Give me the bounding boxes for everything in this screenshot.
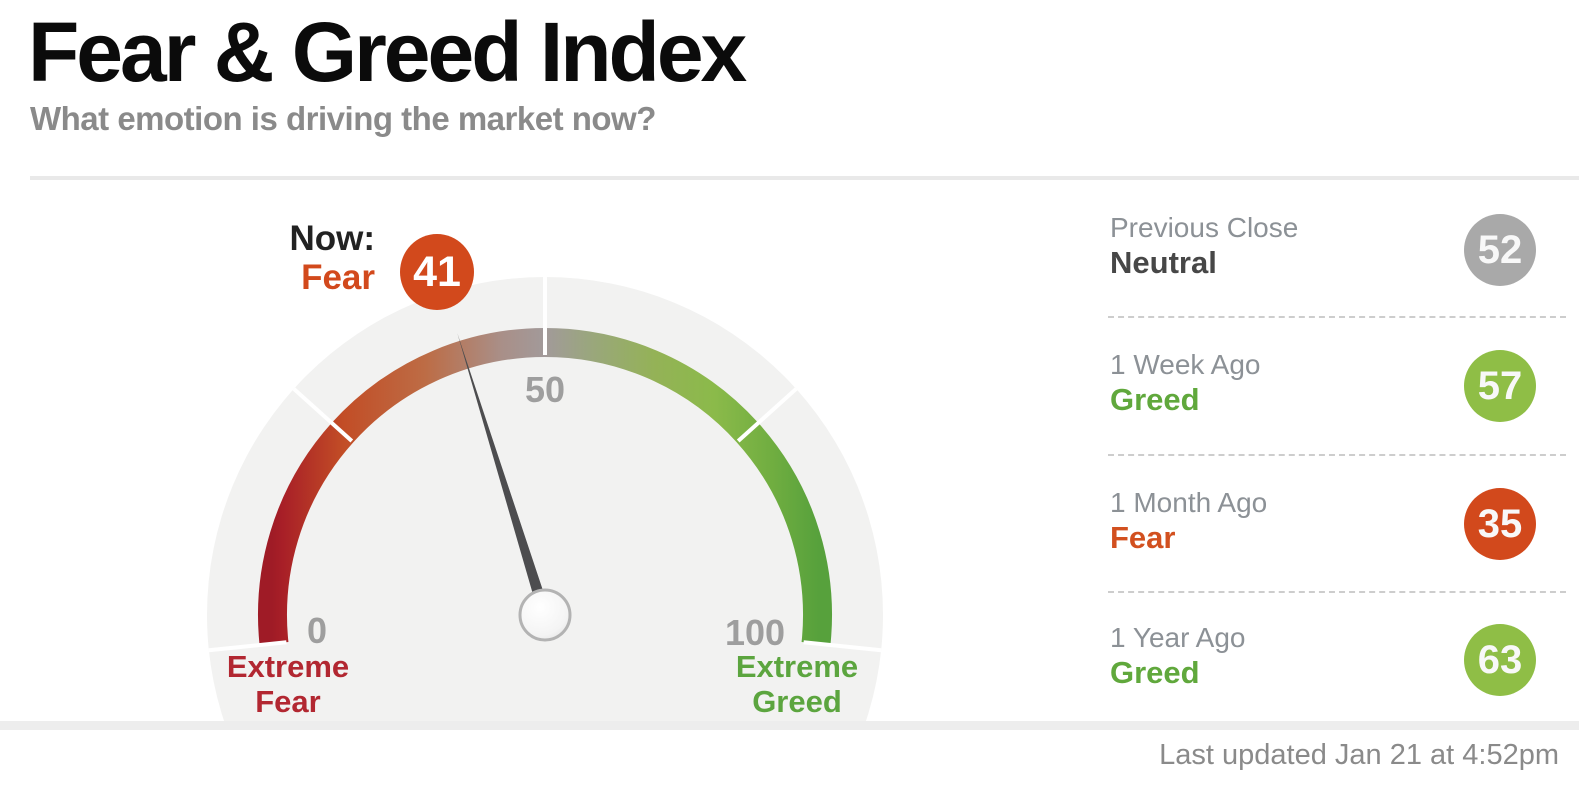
now-label: Now: bbox=[289, 219, 375, 258]
history-period: 1 Week Ago bbox=[1110, 349, 1261, 380]
history-sentiment: Greed bbox=[1110, 655, 1200, 690]
gauge-axis-label-100: 100 bbox=[724, 612, 786, 653]
gauge-tick-0 bbox=[208, 640, 287, 653]
page-subtitle: What emotion is driving the market now? bbox=[30, 100, 656, 137]
history-value-badge: 52 bbox=[1464, 214, 1536, 286]
history-value-badge: 35 bbox=[1464, 488, 1536, 560]
extreme-greed-line2: Greed bbox=[752, 684, 842, 719]
bottom-divider bbox=[0, 721, 1579, 730]
extreme-fear-line1: Extreme bbox=[226, 649, 350, 684]
extreme-fear-caption: Extreme Fear bbox=[188, 649, 388, 719]
gauge-tick-75 bbox=[736, 387, 798, 443]
gauge-now-label-block: Now: Fear bbox=[130, 219, 375, 297]
history-sentiment: Greed bbox=[1110, 382, 1200, 417]
gauge-ticks bbox=[208, 277, 882, 653]
gauge-now-value-badge: 41 bbox=[400, 234, 474, 310]
last-updated-text: Last updated Jan 21 at 4:52pm bbox=[1159, 739, 1559, 771]
gauge-tick-100 bbox=[803, 640, 882, 653]
gauge-axis-label-0: 0 bbox=[306, 610, 328, 651]
extreme-greed-line1: Extreme bbox=[735, 649, 859, 684]
page-title: Fear & Greed Index bbox=[28, 5, 747, 99]
history-sentiment: Neutral bbox=[1110, 245, 1217, 280]
history-value-badge: 57 bbox=[1464, 350, 1536, 422]
history-sentiment: Fear bbox=[1110, 520, 1176, 555]
extreme-greed-caption: Extreme Greed bbox=[697, 649, 897, 719]
gauge-axis-label-50: 50 bbox=[524, 369, 566, 410]
history-separator bbox=[1108, 591, 1566, 593]
history-separator bbox=[1108, 316, 1566, 318]
top-divider bbox=[30, 176, 1579, 180]
extreme-fear-line2: Fear bbox=[255, 684, 321, 719]
now-sentiment: Fear bbox=[301, 258, 375, 297]
gauge-pivot bbox=[518, 588, 572, 642]
history-period: 1 Year Ago bbox=[1110, 622, 1246, 653]
history-separator bbox=[1108, 454, 1566, 456]
gauge-needle bbox=[457, 333, 551, 617]
gauge-chart bbox=[207, 277, 883, 721]
history-period: 1 Month Ago bbox=[1110, 487, 1268, 518]
history-value-badge: 63 bbox=[1464, 624, 1536, 696]
gauge-tick-25 bbox=[292, 387, 354, 443]
history-period: Previous Close bbox=[1110, 212, 1299, 243]
